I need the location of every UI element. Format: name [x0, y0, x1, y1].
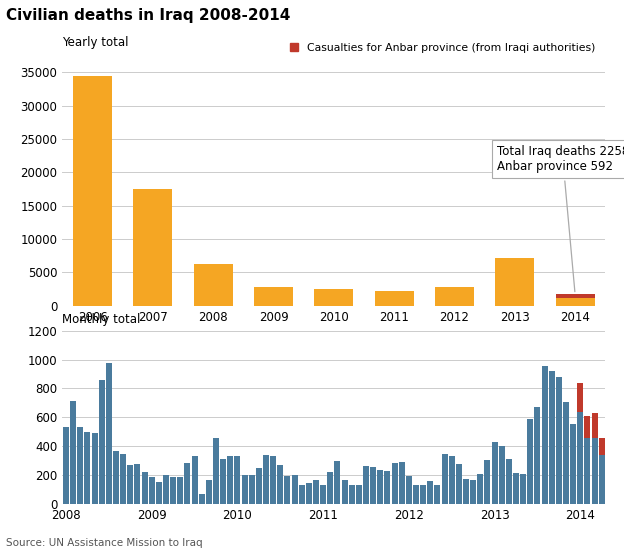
Bar — [99, 381, 105, 504]
Bar — [420, 485, 426, 504]
Bar — [235, 456, 240, 504]
Bar — [555, 299, 595, 306]
Bar — [442, 453, 447, 504]
Bar — [470, 479, 476, 504]
Legend: Casualties for Anbar province (from Iraqi authorities): Casualties for Anbar province (from Iraq… — [286, 39, 600, 57]
Bar — [206, 480, 212, 504]
Bar — [356, 485, 362, 504]
Bar — [592, 437, 598, 504]
Bar — [198, 494, 205, 504]
Bar — [277, 465, 283, 504]
Bar — [577, 412, 583, 504]
Bar — [334, 461, 341, 504]
Bar — [556, 377, 562, 504]
Bar — [495, 258, 534, 306]
Bar — [84, 432, 90, 504]
Bar — [134, 464, 140, 504]
Bar — [384, 471, 391, 504]
Bar — [435, 287, 474, 306]
Bar — [598, 437, 605, 455]
Bar — [598, 455, 605, 504]
Bar — [127, 465, 134, 504]
Bar — [520, 474, 526, 504]
Bar — [248, 475, 255, 504]
Bar — [585, 416, 590, 437]
Bar — [370, 467, 376, 504]
Bar — [120, 453, 126, 504]
Bar — [192, 456, 198, 504]
Bar — [463, 479, 469, 504]
Bar — [391, 463, 397, 504]
Bar — [77, 427, 83, 504]
Bar — [142, 472, 148, 504]
Bar — [506, 460, 512, 504]
Bar — [434, 485, 441, 504]
Bar — [73, 75, 112, 306]
Bar — [156, 482, 162, 504]
Text: Total Iraq deaths 2258
Anbar province 592: Total Iraq deaths 2258 Anbar province 59… — [497, 145, 624, 291]
Bar — [306, 483, 312, 504]
Bar — [406, 476, 412, 504]
Bar — [570, 424, 576, 504]
Bar — [449, 456, 455, 504]
Bar — [327, 472, 333, 504]
Text: Civilian deaths in Iraq 2008-2014: Civilian deaths in Iraq 2008-2014 — [6, 8, 291, 23]
Bar — [492, 442, 497, 504]
Bar — [577, 382, 583, 412]
Bar — [163, 475, 169, 504]
Bar — [170, 477, 176, 504]
Bar — [70, 402, 76, 504]
Bar — [241, 474, 248, 504]
Bar — [527, 419, 534, 504]
Bar — [456, 464, 462, 504]
Bar — [534, 407, 540, 504]
Bar — [113, 451, 119, 504]
Bar — [184, 463, 190, 504]
Bar — [134, 189, 172, 306]
Bar — [363, 466, 369, 504]
Bar — [313, 480, 319, 504]
Bar — [177, 477, 183, 504]
Bar — [399, 462, 405, 504]
Bar — [374, 291, 414, 306]
Bar — [256, 468, 262, 504]
Text: Yearly total: Yearly total — [62, 36, 129, 49]
Bar — [427, 481, 433, 504]
Bar — [349, 485, 354, 504]
Bar — [555, 294, 595, 299]
Bar — [193, 264, 233, 306]
Bar — [484, 460, 490, 504]
Bar — [299, 485, 305, 504]
Text: Monthly total: Monthly total — [62, 313, 141, 326]
Bar — [314, 289, 353, 306]
Bar — [592, 413, 598, 437]
Bar — [254, 287, 293, 306]
Bar — [585, 437, 590, 504]
Bar — [477, 474, 484, 504]
Bar — [378, 470, 383, 504]
Bar — [63, 427, 69, 504]
Bar — [548, 371, 555, 504]
Bar — [413, 485, 419, 504]
Bar — [220, 460, 226, 504]
Bar — [563, 402, 569, 504]
Bar — [263, 455, 269, 504]
Bar — [213, 439, 219, 504]
Bar — [291, 475, 298, 504]
Bar — [499, 446, 505, 504]
Text: Source: UN Assistance Mission to Iraq: Source: UN Assistance Mission to Iraq — [6, 538, 203, 548]
Bar — [341, 480, 348, 504]
Bar — [92, 433, 97, 504]
Bar — [542, 366, 548, 504]
Bar — [227, 456, 233, 504]
Bar — [270, 456, 276, 504]
Bar — [320, 485, 326, 504]
Bar — [106, 363, 112, 504]
Bar — [285, 476, 290, 504]
Bar — [149, 477, 155, 504]
Bar — [513, 473, 519, 504]
